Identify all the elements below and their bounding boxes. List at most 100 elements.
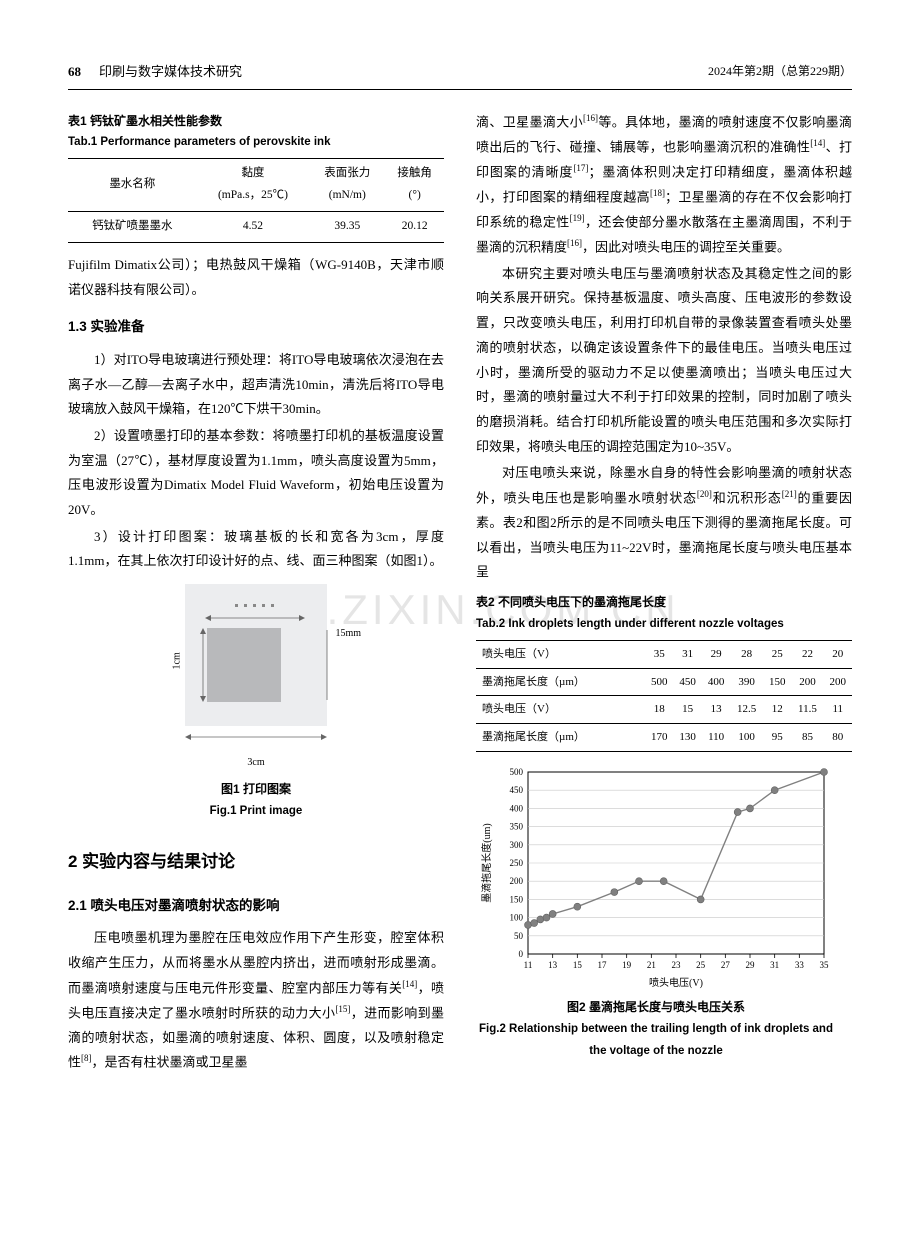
svg-text:31: 31 <box>770 960 779 970</box>
table2-cell: 110 <box>702 724 730 752</box>
table1-caption: 表1 钙钛矿墨水相关性能参数 Tab.1 Performance paramet… <box>68 110 444 155</box>
table2-cell: 100 <box>730 724 763 752</box>
table2-cell: 500 <box>645 668 673 696</box>
table1: 墨水名称 黏度(mPa.s，25℃) 表面张力(mN/m) 接触角(°) 钙钛矿… <box>68 158 444 243</box>
svg-text:19: 19 <box>622 960 632 970</box>
table1-caption-en: Tab.1 Performance parameters of perovski… <box>68 132 444 154</box>
svg-text:33: 33 <box>795 960 805 970</box>
svg-text:50: 50 <box>514 931 524 941</box>
table1-h2: 表面张力(mN/m) <box>309 159 385 212</box>
table2-cell: 22 <box>791 640 823 668</box>
svg-text:喷头电压(V): 喷头电压(V) <box>649 976 703 989</box>
table2-rowheader: 墨滴拖尾长度（µm） <box>476 668 645 696</box>
page-header: 68 印刷与数字媒体技术研究 2024年第2期（总第229期） <box>68 60 852 90</box>
table1-c0: 钙钛矿喷墨墨水 <box>68 212 197 243</box>
heading-1-3: 1.3 实验准备 <box>68 314 444 340</box>
right-p3: 对压电喷头来说，除墨水自身的特性会影响墨滴的喷射状态外，喷头电压也是影响墨水喷射… <box>476 461 852 585</box>
right-p1: 滴、卫星墨滴大小[16]等。具体地，墨滴的喷射速度不仅影响墨滴喷出后的飞行、碰撞… <box>476 110 852 260</box>
table-row: 墨滴拖尾长度（µm）170130110100958580 <box>476 724 852 752</box>
table2-cell: 390 <box>730 668 763 696</box>
right-column: 滴、卫星墨滴大小[16]等。具体地，墨滴的喷射速度不仅影响墨滴喷出后的飞行、碰撞… <box>476 110 852 1078</box>
svg-text:15: 15 <box>573 960 583 970</box>
svg-text:400: 400 <box>510 804 524 814</box>
header-left: 68 印刷与数字媒体技术研究 <box>68 60 242 85</box>
svg-text:27: 27 <box>721 960 731 970</box>
fig1-substrate: 15mm 1cm <box>185 584 327 726</box>
svg-text:13: 13 <box>548 960 558 970</box>
right-p2: 本研究主要对喷头电压与墨滴喷射状态及其稳定性之间的影响关系展开研究。保持基板温度… <box>476 262 852 460</box>
fig1-arrow-vertical-left <box>199 628 207 702</box>
fig1-dim-bottom: 3cm <box>166 753 346 772</box>
svg-text:0: 0 <box>519 949 524 959</box>
svg-text:17: 17 <box>598 960 608 970</box>
table2-cell: 20 <box>823 640 852 668</box>
table2-cell: 150 <box>763 668 791 696</box>
left-p5: 压电喷墨机理为墨腔在压电效应作用下产生形变，腔室体积收缩产生压力，从而将墨水从墨… <box>68 926 444 1075</box>
table-row: 喷头电压（V）18151312.51211.511 <box>476 696 852 724</box>
left-p1: Fujifilm Dimatix公司）；电热鼓风干燥箱（WG-9140B，天津市… <box>68 253 444 302</box>
table2-cell: 13 <box>702 696 730 724</box>
table2: 喷头电压（V）35312928252220墨滴拖尾长度（µm）500450400… <box>476 640 852 753</box>
fig1-dim-right: 15mm <box>335 624 361 643</box>
fig1-caption-en: Fig.1 Print image <box>166 801 346 823</box>
table2-cell: 15 <box>673 696 701 724</box>
table2-cell: 85 <box>791 724 823 752</box>
svg-text:29: 29 <box>746 960 756 970</box>
table2-cell: 18 <box>645 696 673 724</box>
left-p3: 2）设置喷墨打印的基本参数：将喷墨打印机的基板温度设置为室温（27℃），基材厚度… <box>68 424 444 523</box>
table2-cell: 12.5 <box>730 696 763 724</box>
fig1-dim-left: 1cm <box>168 652 187 669</box>
table1-c3: 20.12 <box>385 212 444 243</box>
two-column-layout: 表1 钙钛矿墨水相关性能参数 Tab.1 Performance paramet… <box>68 110 852 1078</box>
svg-text:21: 21 <box>647 960 656 970</box>
svg-text:200: 200 <box>510 876 524 886</box>
svg-text:23: 23 <box>672 960 682 970</box>
svg-text:350: 350 <box>510 822 524 832</box>
table2-cell: 11 <box>823 696 852 724</box>
table1-h1: 黏度(mPa.s，25℃) <box>197 159 310 212</box>
left-column: 表1 钙钛矿墨水相关性能参数 Tab.1 Performance paramet… <box>68 110 444 1078</box>
svg-text:25: 25 <box>696 960 706 970</box>
table2-cell: 200 <box>791 668 823 696</box>
fig2-caption-en: Fig.2 Relationship between the trailing … <box>476 1019 836 1063</box>
left-p4: 3）设计打印图案：玻璃基板的长和宽各为3cm，厚度1.1mm，在其上依次打印设计… <box>68 525 444 574</box>
table2-caption-cn: 表2 不同喷头电压下的墨滴拖尾长度 <box>476 591 852 614</box>
svg-text:100: 100 <box>510 913 524 923</box>
table2-rowheader: 墨滴拖尾长度（µm） <box>476 724 645 752</box>
table2-cell: 80 <box>823 724 852 752</box>
table-row: 喷头电压（V）35312928252220 <box>476 640 852 668</box>
svg-text:墨滴拖尾长度(um): 墨滴拖尾长度(um) <box>480 824 493 903</box>
fig1-arrow-vertical-right <box>323 628 331 702</box>
chart-svg: 0501001502002503003504004505001113151719… <box>476 762 836 992</box>
table2-caption: 表2 不同喷头电压下的墨滴拖尾长度 Tab.2 Ink droplets len… <box>476 591 852 636</box>
figure2-chart: 0501001502002503003504004505001113151719… <box>476 762 836 1062</box>
table2-cell: 25 <box>763 640 791 668</box>
fig1-dots <box>235 604 274 607</box>
table2-cell: 95 <box>763 724 791 752</box>
left-p2: 1）对ITO导电玻璃进行预处理：将ITO导电玻璃依次浸泡在去离子水—乙醇—去离子… <box>68 348 444 422</box>
table2-cell: 450 <box>673 668 701 696</box>
fig1-caption-cn: 图1 打印图案 <box>166 778 346 801</box>
journal-name: 印刷与数字媒体技术研究 <box>99 60 242 85</box>
heading-2-1: 2.1 喷头电压对墨滴喷射状态的影响 <box>68 893 444 919</box>
table1-h3: 接触角(°) <box>385 159 444 212</box>
table2-cell: 11.5 <box>791 696 823 724</box>
table2-cell: 130 <box>673 724 701 752</box>
page-number: 68 <box>68 60 81 85</box>
svg-text:500: 500 <box>510 767 524 777</box>
table2-cell: 170 <box>645 724 673 752</box>
table2-rowheader: 喷头电压（V） <box>476 640 645 668</box>
fig2-caption-cn: 图2 墨滴拖尾长度与喷头电压关系 <box>476 996 836 1019</box>
svg-text:11: 11 <box>524 960 533 970</box>
table2-cell: 29 <box>702 640 730 668</box>
table1-c1: 4.52 <box>197 212 310 243</box>
svg-text:300: 300 <box>510 840 524 850</box>
fig1-print-area <box>207 628 281 702</box>
table2-cell: 31 <box>673 640 701 668</box>
table2-caption-en: Tab.2 Ink droplets length under differen… <box>476 614 852 636</box>
svg-text:250: 250 <box>510 858 524 868</box>
table2-cell: 400 <box>702 668 730 696</box>
table2-cell: 200 <box>823 668 852 696</box>
svg-text:35: 35 <box>820 960 830 970</box>
table2-rowheader: 喷头电压（V） <box>476 696 645 724</box>
